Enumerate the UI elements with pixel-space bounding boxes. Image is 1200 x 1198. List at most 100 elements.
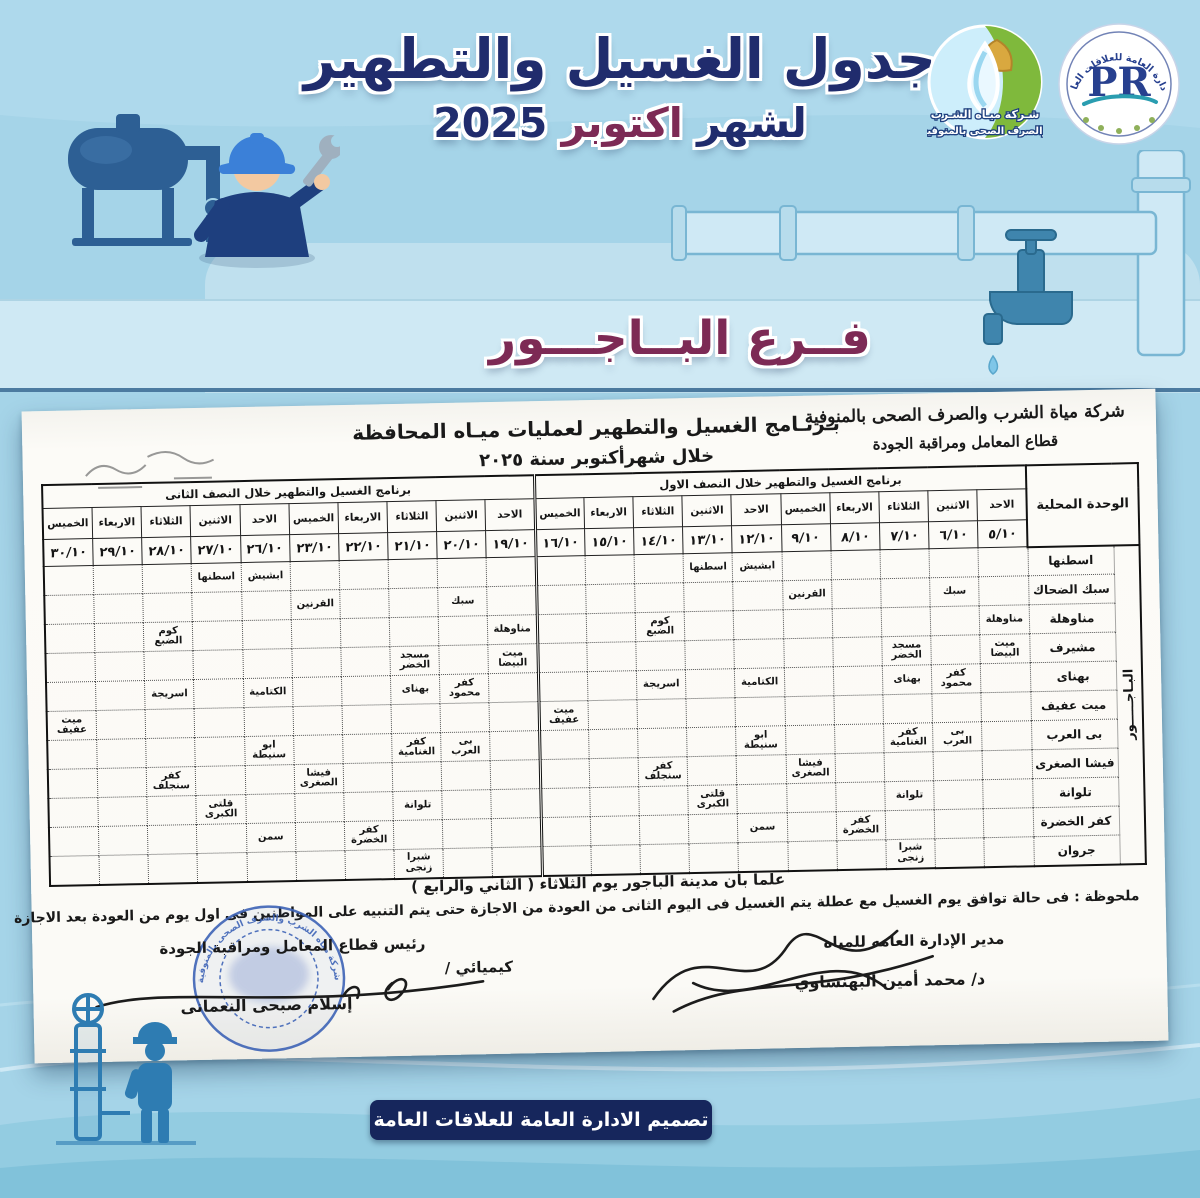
schedule-cell xyxy=(294,792,345,823)
schedule-cell xyxy=(688,813,739,844)
schedule-cell xyxy=(195,765,246,796)
schedule-cell: تلوانة xyxy=(884,780,935,811)
schedule-document: شركة مياة الشرب والصرف الصحى بالمنوفية ق… xyxy=(14,388,1169,1064)
schedule-cell xyxy=(193,678,244,709)
schedule-cell xyxy=(439,644,489,675)
schedule-cell xyxy=(490,730,540,761)
schedule-cell xyxy=(295,821,345,852)
schedule-cell: ابو سنيطة xyxy=(735,725,786,756)
title-month-name: اكتوبر xyxy=(561,99,683,148)
day-header: الاحد xyxy=(731,493,782,526)
date-header: ٩/١٠ xyxy=(781,523,831,552)
schedule-cell xyxy=(290,618,341,649)
schedule-cell xyxy=(734,638,784,669)
day-header: الاحد xyxy=(239,503,290,536)
schedule-cell xyxy=(537,642,588,673)
schedule-cell xyxy=(589,786,640,817)
schedule-cell xyxy=(636,698,687,729)
schedule-cell xyxy=(145,708,195,739)
day-header: الاثنين xyxy=(927,489,978,522)
schedule-cell xyxy=(637,727,688,758)
water-company-logo: شـركة ميـاه الشـرب والصرف الصحى بالمنوفي… xyxy=(927,24,1043,140)
poster-title: جدول الغسيل والتطهير لشهر اكتوبر 2025 xyxy=(70,27,1170,148)
schedule-cell xyxy=(339,588,390,619)
schedule-cell xyxy=(884,751,934,782)
title-year: 2025 xyxy=(433,99,562,148)
schedule-cell xyxy=(933,750,983,781)
schedule-cell: قلتى الكبرى xyxy=(196,794,246,825)
schedule-cell xyxy=(44,623,95,654)
schedule-cell xyxy=(978,575,1029,606)
schedule-cell xyxy=(880,577,931,608)
schedule-cell xyxy=(590,844,641,875)
schedule-cell: مناوهلة xyxy=(487,614,538,645)
schedule-cell xyxy=(982,778,1033,809)
schedule-cell xyxy=(96,709,146,740)
schedule-cell: شبرا زنجى xyxy=(394,848,444,879)
date-header: ١٩/١٠ xyxy=(485,529,536,558)
schedule-cell xyxy=(736,754,787,785)
day-header: الخميس xyxy=(534,497,585,530)
schedule-cell: كفر الخضرة xyxy=(836,810,886,841)
day-header: الاربعاء xyxy=(91,506,142,539)
unit-cell: كفر الخضرة xyxy=(1032,806,1120,837)
schedule-cell xyxy=(587,670,637,701)
schedule-cell xyxy=(491,788,541,819)
schedule-cell xyxy=(45,652,96,683)
schedule-cell xyxy=(835,781,886,812)
schedule-cell xyxy=(243,706,294,737)
signature-right-name: د/ محمد أمين البهنساوي xyxy=(794,969,986,993)
schedule-cell xyxy=(689,842,739,873)
date-header: ٢٢/١٠ xyxy=(338,532,389,561)
schedule-cell xyxy=(934,837,985,868)
schedule-cell: سبك xyxy=(929,576,980,607)
schedule-cell: مسجد الخضر xyxy=(389,645,440,676)
schedule-cell: ميت البيضا xyxy=(980,633,1030,664)
unit-column-header: الوحدة المحلية xyxy=(1025,463,1140,547)
schedule-cell xyxy=(684,639,735,670)
schedule-cell xyxy=(48,797,99,828)
schedule-cell xyxy=(781,550,832,581)
schedule-cell xyxy=(392,761,443,792)
schedule-cell xyxy=(540,787,591,818)
title-month-prefix: لشهر xyxy=(682,99,807,148)
schedule-cell xyxy=(95,680,146,711)
date-header: ١٤/١٠ xyxy=(633,526,684,555)
schedule-cell: بهناى xyxy=(882,664,933,695)
schedule-cell xyxy=(932,692,982,723)
day-header: الخميس xyxy=(288,502,339,535)
day-header: الاثنين xyxy=(682,494,732,527)
schedule-cell xyxy=(44,594,95,625)
date-header: ١٦/١٠ xyxy=(535,528,585,557)
schedule-cell xyxy=(289,560,340,591)
schedule-cell: ميت البيضا xyxy=(488,643,539,674)
schedule-cell xyxy=(737,783,787,814)
day-header: الثلاثاء xyxy=(141,505,191,538)
schedule-cell xyxy=(93,564,143,595)
branch-title: فــرع البــاجـــور xyxy=(489,311,871,366)
schedule-cell xyxy=(388,558,438,589)
schedule-cell xyxy=(735,696,786,727)
schedule-cell xyxy=(339,559,389,590)
day-header: الثلاثاء xyxy=(387,500,437,533)
schedule-cell xyxy=(389,616,440,647)
day-header: الثلاثاء xyxy=(632,495,683,528)
schedule-cell xyxy=(244,764,295,795)
schedule-cell xyxy=(930,605,981,636)
schedule-cell xyxy=(241,590,291,621)
date-header: ١٢/١٠ xyxy=(731,524,782,553)
schedule-cell xyxy=(733,609,784,640)
schedule-cell xyxy=(833,665,883,696)
schedule-cell xyxy=(295,850,346,881)
schedule-cell xyxy=(245,793,296,824)
schedule-cell xyxy=(687,755,738,786)
schedule-cell xyxy=(639,814,690,845)
schedule-cell: كفر الخضرة xyxy=(344,820,395,851)
branch-vertical-label: البـاجـــــور xyxy=(1113,544,1146,864)
date-header: ٦/١٠ xyxy=(928,520,979,549)
schedule-cell xyxy=(94,651,145,682)
footer-banner: تصميم الادارة العامة للعلاقات العامة xyxy=(370,1100,712,1140)
unit-cell: سبك الضحاك xyxy=(1028,574,1115,605)
schedule-cell xyxy=(293,734,344,765)
